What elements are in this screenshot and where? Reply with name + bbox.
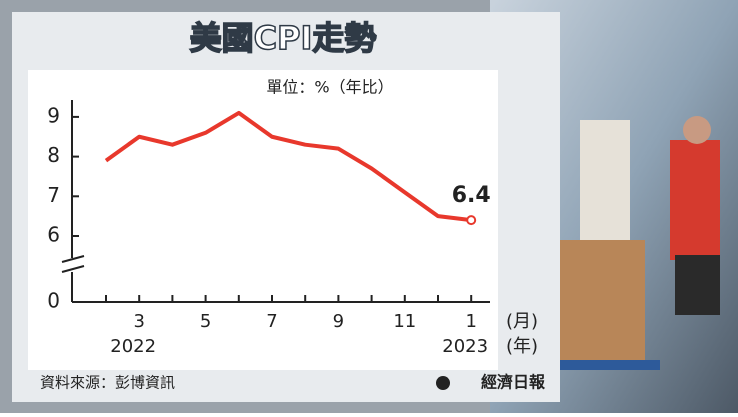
publisher: 經濟日報 <box>481 373 546 392</box>
x-unit: (月) <box>506 311 538 332</box>
y-tick-label: 8 <box>47 143 60 167</box>
plot-area <box>28 70 498 370</box>
end-marker <box>467 216 475 224</box>
x-tick-label: 1 <box>465 311 476 332</box>
year-unit: (年) <box>506 336 538 357</box>
x-tick-label: 9 <box>333 311 344 332</box>
y-tick-label: 9 <box>47 103 60 127</box>
logo <box>436 376 450 390</box>
value-label: 6.4 <box>452 183 491 208</box>
y-tick-label: 7 <box>47 183 60 207</box>
x-tick-label: 5 <box>200 311 211 332</box>
x-tick-label: 3 <box>133 311 144 332</box>
year-label: 2023 <box>442 336 488 357</box>
chart-title: 美國CPI走勢 <box>190 19 377 57</box>
x-tick-label: 7 <box>266 311 277 332</box>
y-tick-label: 6 <box>47 223 60 247</box>
subtitle: 單位：%（年比） <box>266 78 393 97</box>
source: 資料來源：彭博資訊 <box>40 374 175 392</box>
x-tick-label: 11 <box>393 311 416 332</box>
y-tick-label: 0 <box>47 289 60 313</box>
year-label: 2022 <box>110 336 156 357</box>
chart: 美國CPI走勢 單位：%（年比） 資料來源：彭博資訊 經濟日報 0 6 7 8 9 3 5 7… <box>0 0 738 413</box>
